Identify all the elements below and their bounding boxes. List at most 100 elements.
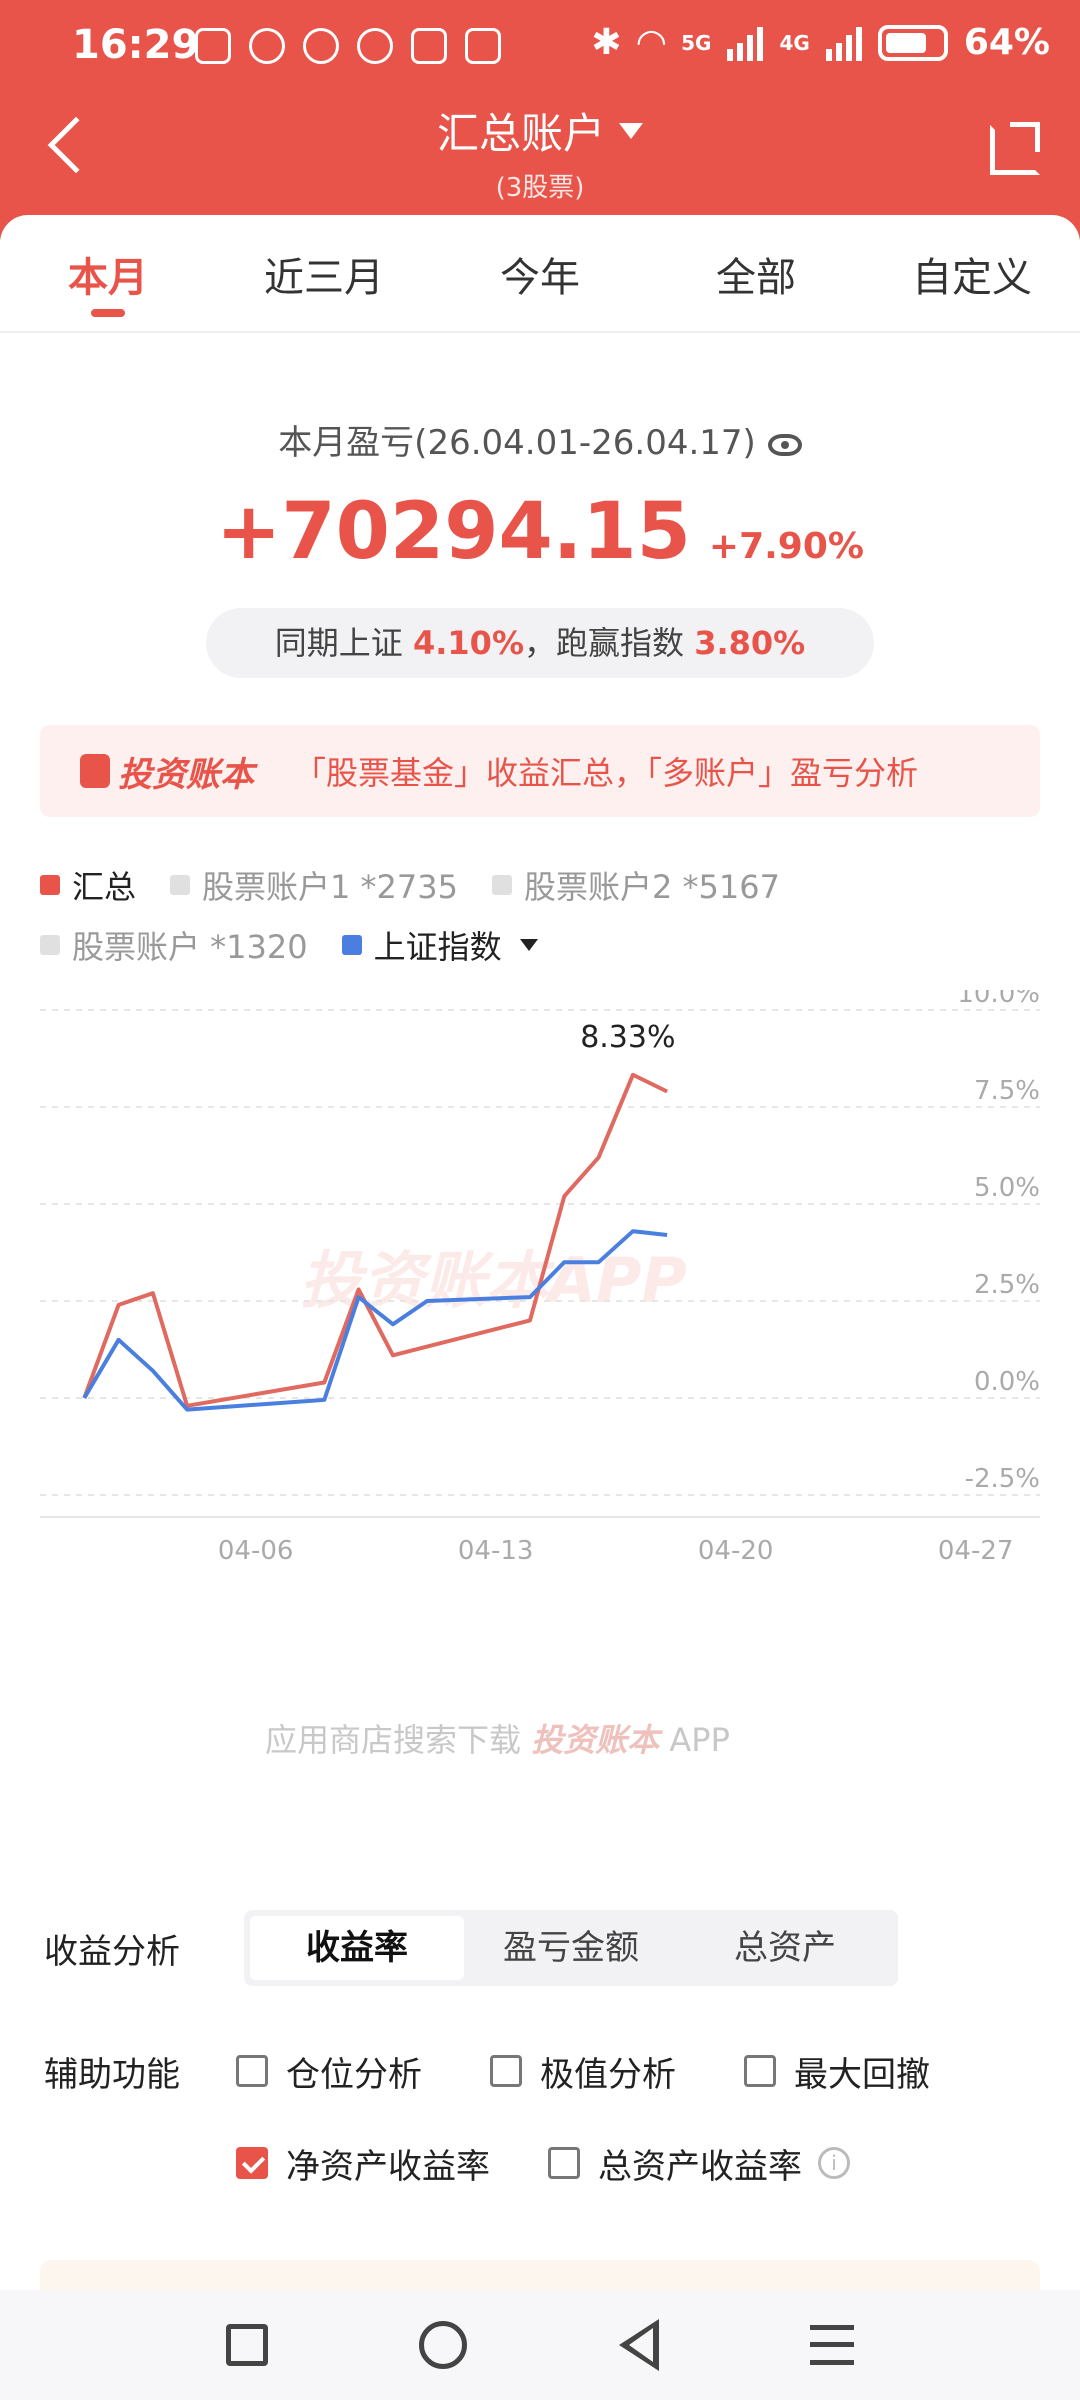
legend-label: 汇总 xyxy=(72,868,137,906)
checkbox-position-analysis[interactable]: 仓位分析 xyxy=(236,2047,422,2096)
analysis-row: 收益分析 收益率 盈亏金额 总资产 xyxy=(44,1910,898,1986)
app-icon xyxy=(411,28,447,64)
back-nav-icon[interactable] xyxy=(618,2319,659,2371)
checkbox-label: 总资产收益率 xyxy=(598,2146,802,2187)
tab-three-months[interactable]: 近三月 xyxy=(264,255,384,301)
legend-account-3[interactable]: 股票账户 *1320 xyxy=(40,922,308,968)
promo-brand: 投资账本 xyxy=(118,754,254,795)
battery-percent: 64% xyxy=(963,22,1050,63)
tab-all[interactable]: 全部 xyxy=(716,255,796,301)
share-arrow-icon xyxy=(1010,122,1040,152)
aux-label: 辅助功能 xyxy=(44,2054,180,2095)
legend-swatch xyxy=(40,875,60,895)
chart: 投资账本APP 10.0% 7.5% 5.0% 2.5% 0.0% -2.5% 04-06 0… xyxy=(0,990,1080,1710)
tab-this-year[interactable]: 今年 xyxy=(500,255,580,301)
legend-label: 股票账户2 *5167 xyxy=(524,868,780,906)
pnl-percent: +7.90% xyxy=(708,526,864,567)
x-tick-label: 04-20 xyxy=(698,1536,774,1566)
watermark-brand: 投资账本 xyxy=(531,1721,660,1759)
y-tick-label: 5.0% xyxy=(974,1173,1040,1203)
bluetooth-icon: ✱ xyxy=(591,22,622,63)
checkbox-roa[interactable]: 总资产收益率 xyxy=(548,2139,802,2188)
checkbox-icon xyxy=(548,2147,580,2179)
status-right: ✱ ◠ 5G 4G 64% xyxy=(591,22,1050,63)
signal-5g-icon xyxy=(727,25,764,61)
legend-index[interactable]: 上证指数 xyxy=(341,922,538,968)
pnl-display: +70294.15 +7.90% xyxy=(0,487,1080,577)
legend-account-2[interactable]: 股票账户2 *5167 xyxy=(492,862,780,908)
account-selector[interactable]: 汇总账户 xyxy=(437,100,643,161)
legend-total[interactable]: 汇总 xyxy=(40,862,136,908)
checkbox-label: 极值分析 xyxy=(540,2054,676,2095)
summary-period: 本月盈亏(26.04.01-26.04.17) xyxy=(278,423,756,463)
pnl-amount: +70294.15 xyxy=(216,487,691,577)
signal-4g-icon xyxy=(825,25,862,61)
checkbox-checked-icon xyxy=(236,2147,268,2179)
period-tabs: 本月 近三月 今年 全部 自定义 xyxy=(0,215,1080,333)
info-icon[interactable]: i xyxy=(818,2147,850,2179)
checkbox-label: 净资产收益率 xyxy=(286,2146,490,2187)
checkbox-roe[interactable]: 净资产收益率 xyxy=(236,2139,490,2188)
legend-label: 股票账户 *1320 xyxy=(72,928,308,966)
watermark-prefix: 应用商店搜索下载 xyxy=(265,1721,522,1759)
index-percent: 4.10% xyxy=(412,624,524,662)
peak-data-label: 8.33% xyxy=(580,1020,675,1055)
status-time: 16:29 xyxy=(72,22,200,68)
analysis-segment: 收益率 盈亏金额 总资产 xyxy=(244,1910,898,1986)
promo-text: 「股票基金」收益汇总，「多账户」盈亏分析 xyxy=(294,754,919,792)
legend-swatch xyxy=(40,935,60,955)
series-line-total xyxy=(82,1072,668,1408)
wifi-icon: ◠ xyxy=(637,22,666,63)
summary-label: 本月盈亏(26.04.01-26.04.17) xyxy=(0,415,1080,464)
y-tick-label: -2.5% xyxy=(965,1464,1040,1494)
brand-logo-icon xyxy=(80,754,110,788)
x-tick-label: 04-06 xyxy=(218,1536,294,1566)
home-icon[interactable] xyxy=(419,2321,468,2369)
promo-banner[interactable]: 投资账本 「股票基金」收益汇总，「多账户」盈亏分析 xyxy=(40,725,1040,817)
index-compare-pill: 同期上证 4.10%，跑赢指数 3.80% xyxy=(206,608,874,678)
caret-down-icon xyxy=(619,122,643,139)
network-4g-label: 4G xyxy=(779,30,810,55)
caret-down-icon xyxy=(519,939,538,951)
checkbox-max-drawdown[interactable]: 最大回撤 xyxy=(744,2047,930,2096)
checkbox-label: 最大回撤 xyxy=(794,2054,930,2095)
analysis-label: 收益分析 xyxy=(44,1931,180,1972)
page-subtitle: (3股票) xyxy=(495,173,585,203)
seg-return-rate[interactable]: 收益率 xyxy=(250,1916,464,1980)
share-icon[interactable] xyxy=(990,125,1040,175)
download-watermark: 应用商店搜索下载 投资账本 APP xyxy=(265,1715,730,1761)
audio-icon xyxy=(357,28,393,64)
eye-icon[interactable] xyxy=(767,433,802,456)
checkbox-icon xyxy=(744,2055,776,2087)
tab-this-month[interactable]: 本月 xyxy=(0,215,216,331)
checkbox-extreme-analysis[interactable]: 极值分析 xyxy=(490,2047,676,2096)
aux-functions: 辅助功能 仓位分析 极值分析 最大回撤 净资产收益率 xyxy=(44,2025,1044,2209)
title-area: 汇总账户 (3股票) xyxy=(0,100,1080,204)
x-tick-label: 04-13 xyxy=(458,1536,534,1566)
chart-svg: 10.0% 7.5% 5.0% 2.5% 0.0% -2.5% 04-06 04-13 04-2… xyxy=(40,990,1040,1566)
page-title: 汇总账户 xyxy=(436,109,605,158)
system-nav-bar xyxy=(0,2290,1080,2400)
legend-swatch xyxy=(492,875,512,895)
menu-icon[interactable] xyxy=(810,2325,855,2365)
series-line-index xyxy=(82,1229,668,1412)
legend-swatch xyxy=(170,875,191,895)
y-tick-label: 7.5% xyxy=(974,1076,1040,1106)
network-5g-label: 5G xyxy=(681,30,712,55)
checkbox-label: 仓位分析 xyxy=(286,2054,422,2095)
x-tick-label: 04-27 xyxy=(938,1536,1014,1566)
content-panel: 本月 近三月 今年 全部 自定义 本月盈亏(26.04.01-26.04.17)… xyxy=(0,215,1080,2300)
legend-account-1[interactable]: 股票账户1 *2735 xyxy=(170,862,458,908)
tab-custom[interactable]: 自定义 xyxy=(912,255,1032,301)
chart-legend: 汇总 股票账户1 *2735 股票账户2 *5167 股票账户 *1320 xyxy=(40,855,1040,975)
nfc-icon xyxy=(195,28,231,64)
compare-mid: ，跑赢指数 xyxy=(524,624,685,662)
seg-pnl-amount[interactable]: 盈亏金额 xyxy=(503,1928,639,1968)
legend-swatch xyxy=(341,935,362,955)
recents-icon[interactable] xyxy=(225,2324,268,2366)
battery-icon xyxy=(877,24,948,61)
seg-total-assets[interactable]: 总资产 xyxy=(734,1928,836,1968)
watermark-suffix: APP xyxy=(659,1721,730,1759)
hand-icon xyxy=(465,28,501,64)
